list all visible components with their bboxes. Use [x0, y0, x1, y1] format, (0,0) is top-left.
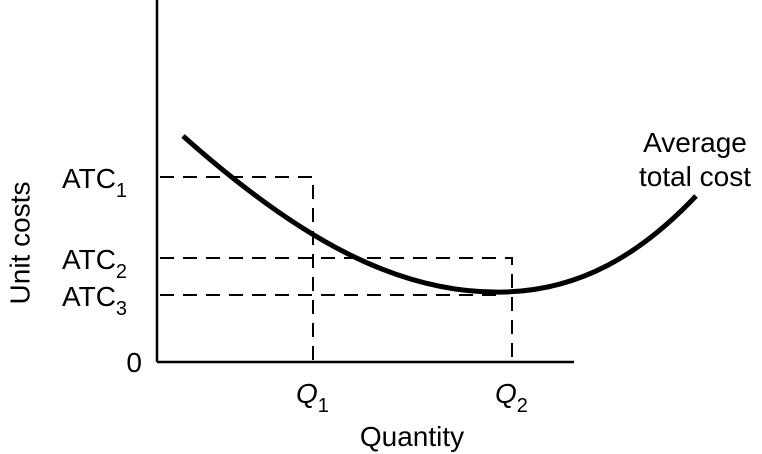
atc-curve — [181, 134, 698, 295]
q2-label: Q2 — [495, 378, 528, 417]
origin-label: 0 — [126, 347, 142, 378]
label-text: ATC — [62, 281, 116, 312]
y-axis-label: Unit costs — [4, 182, 35, 305]
q1-label: Q1 — [296, 378, 329, 417]
curve-label-line: Average — [643, 127, 747, 158]
label-sub: 1 — [318, 395, 329, 417]
atc2-label: ATC2 — [62, 244, 127, 283]
atc3-label: ATC3 — [62, 281, 127, 320]
atc2-guide — [160, 257, 513, 362]
label-text: Q — [296, 378, 318, 409]
label-sub: 2 — [116, 261, 127, 283]
atc1-label: ATC1 — [62, 163, 127, 202]
curve-label-line: total cost — [639, 161, 751, 192]
label-sub: 3 — [116, 298, 127, 320]
label-text: Q — [495, 378, 517, 409]
label-text: ATC — [62, 244, 116, 275]
label-sub: 2 — [517, 395, 528, 417]
label-text: ATC — [62, 163, 116, 194]
label-sub: 1 — [116, 180, 127, 202]
x-axis-label: Quantity — [360, 421, 464, 452]
atc1-guide — [160, 176, 314, 362]
